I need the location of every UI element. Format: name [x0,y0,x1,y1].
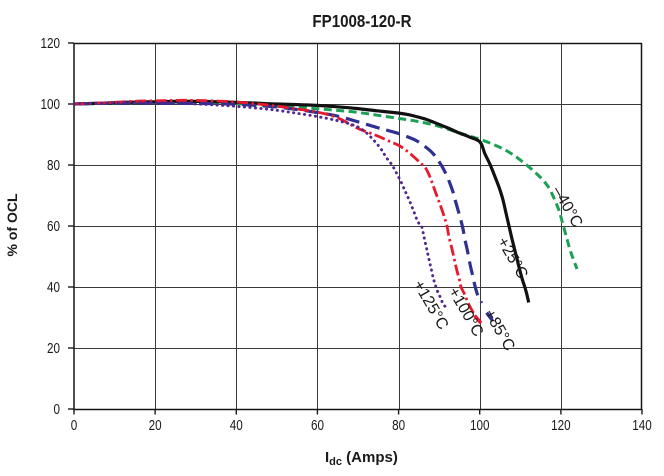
svg-text:0: 0 [71,417,78,434]
svg-text:Idc (Amps): Idc (Amps) [325,449,398,468]
svg-text:120: 120 [40,35,60,52]
svg-text:80: 80 [392,417,405,434]
svg-text:20: 20 [149,417,162,434]
svg-text:80: 80 [47,157,60,174]
svg-text:100: 100 [470,417,490,434]
svg-text:120: 120 [551,417,571,434]
svg-text:60: 60 [47,218,60,235]
svg-text:0: 0 [53,401,60,418]
svg-text:40: 40 [230,417,243,434]
svg-text:60: 60 [311,417,324,434]
svg-text:40: 40 [47,279,60,296]
svg-text:FP1008-120-R: FP1008-120-R [312,11,411,32]
svg-text:% of OCL: % of OCL [4,193,20,256]
svg-text:140: 140 [632,417,652,434]
svg-text:100: 100 [40,96,60,113]
svg-text:20: 20 [47,340,60,357]
